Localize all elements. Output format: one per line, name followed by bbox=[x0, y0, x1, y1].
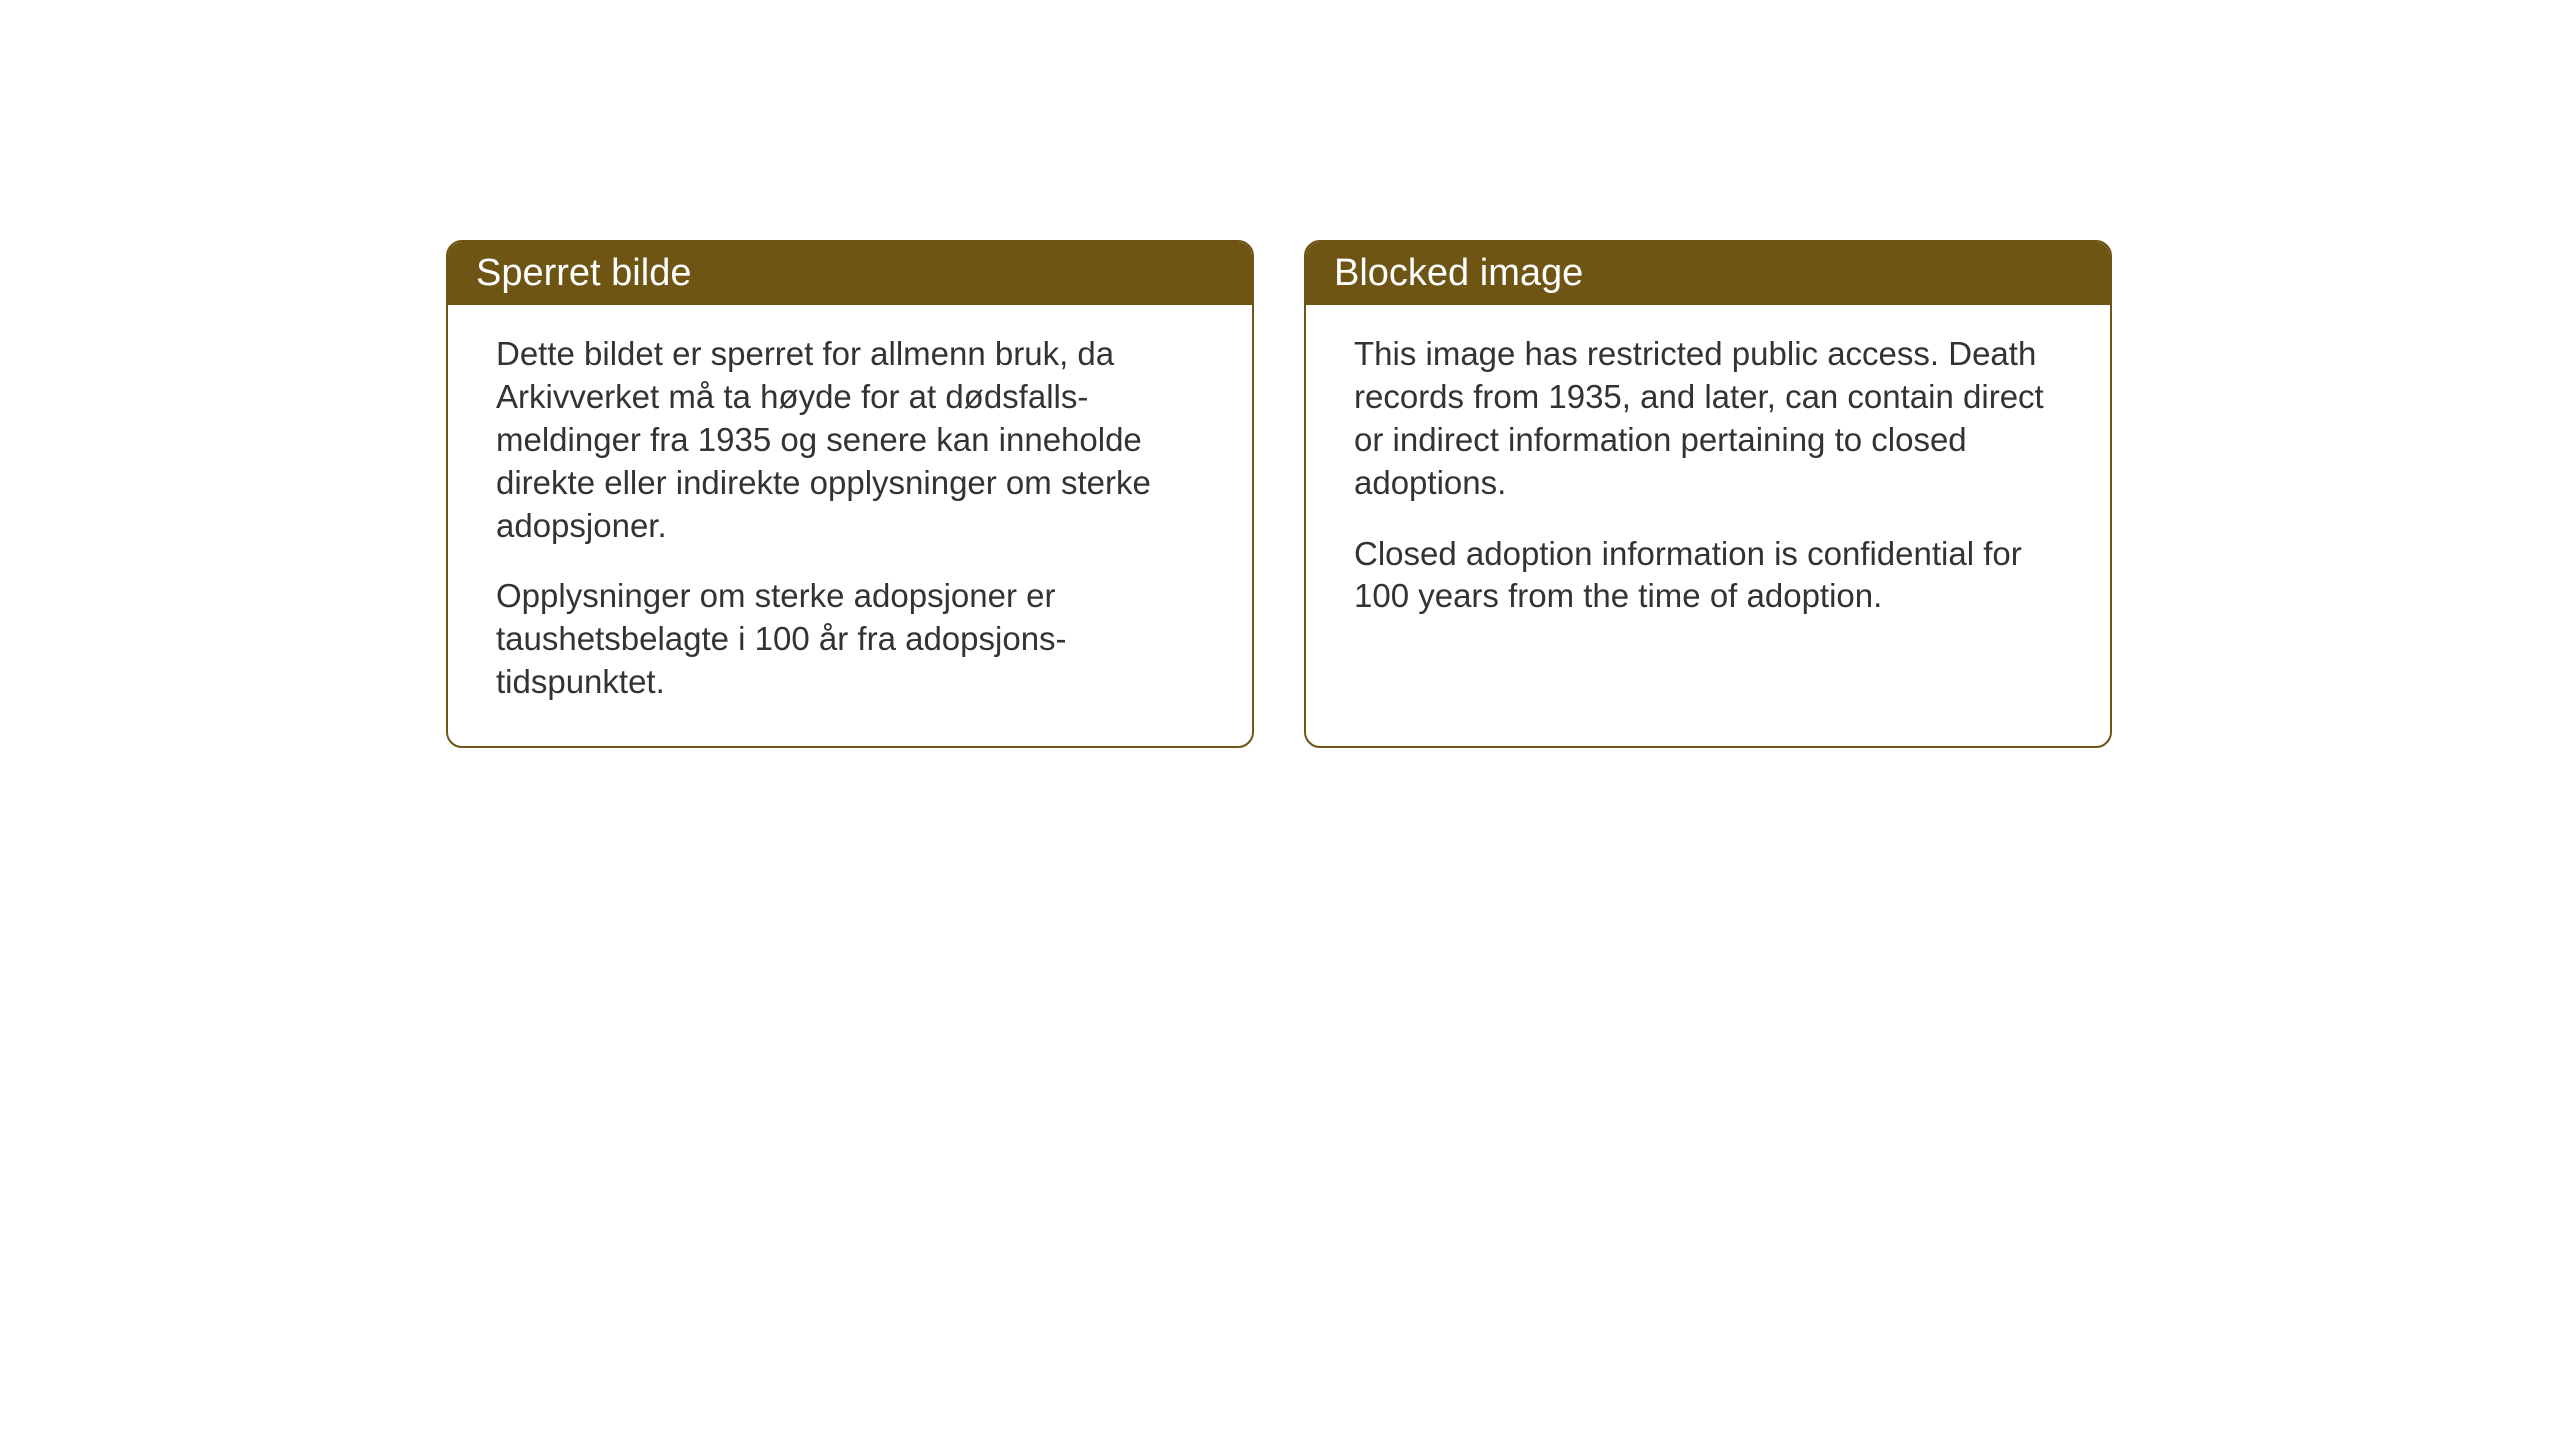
card-header-english: Blocked image bbox=[1306, 242, 2110, 305]
card-paragraph-2-english: Closed adoption information is confident… bbox=[1354, 533, 2062, 619]
notice-card-english: Blocked image This image has restricted … bbox=[1304, 240, 2112, 748]
card-title-english: Blocked image bbox=[1334, 252, 1583, 294]
card-paragraph-1-norwegian: Dette bildet er sperret for allmenn bruk… bbox=[496, 333, 1204, 547]
card-header-norwegian: Sperret bilde bbox=[448, 242, 1252, 305]
notice-card-norwegian: Sperret bilde Dette bildet er sperret fo… bbox=[446, 240, 1254, 748]
notice-container: Sperret bilde Dette bildet er sperret fo… bbox=[446, 240, 2112, 748]
card-title-norwegian: Sperret bilde bbox=[476, 252, 691, 294]
card-body-norwegian: Dette bildet er sperret for allmenn bruk… bbox=[448, 305, 1252, 740]
card-paragraph-1-english: This image has restricted public access.… bbox=[1354, 333, 2062, 505]
card-body-english: This image has restricted public access.… bbox=[1306, 305, 2110, 654]
card-paragraph-2-norwegian: Opplysninger om sterke adopsjoner er tau… bbox=[496, 575, 1204, 704]
